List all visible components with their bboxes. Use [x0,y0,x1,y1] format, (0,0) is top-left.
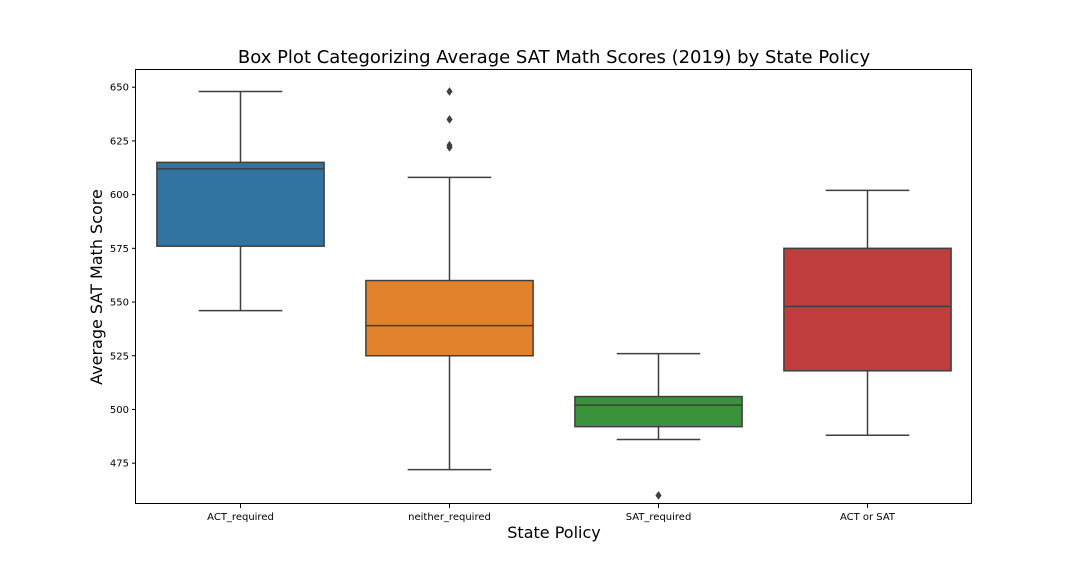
x-axis-label: State Policy [507,523,600,542]
x-tick-label: neither_required [408,512,491,523]
y-tick-label: 525 [110,351,129,362]
x-tick-label: ACT or SAT [840,512,896,523]
outlier-point [446,87,453,96]
y-tick-label: 600 [110,190,129,201]
outlier-point [655,490,662,500]
y-axis-label: Average SAT Math Score [87,189,106,385]
x-tick-label: ACT_required [207,512,274,523]
plot-frame [135,69,972,504]
y-tick-label: 500 [110,405,129,416]
box-ACT or SAT [783,247,952,372]
outlier-point [446,114,453,124]
box-ACT_required [156,161,325,247]
x-tick-label: SAT_required [626,512,692,523]
outlier-point [446,140,453,150]
chart-title: Box Plot Categorizing Average SAT Math S… [238,47,871,68]
y-tick-label: 550 [110,298,129,309]
y-tick-label: 625 [110,136,129,147]
y-tick-label: 650 [110,83,129,94]
plot-area: 475 500 525 550 575 600 625 650 ACT_required neit… [110,83,952,523]
box-SAT_required [574,395,743,428]
y-tick-label: 575 [110,244,129,255]
y-tick-label: 475 [110,459,129,470]
box-neither_required [365,279,534,357]
